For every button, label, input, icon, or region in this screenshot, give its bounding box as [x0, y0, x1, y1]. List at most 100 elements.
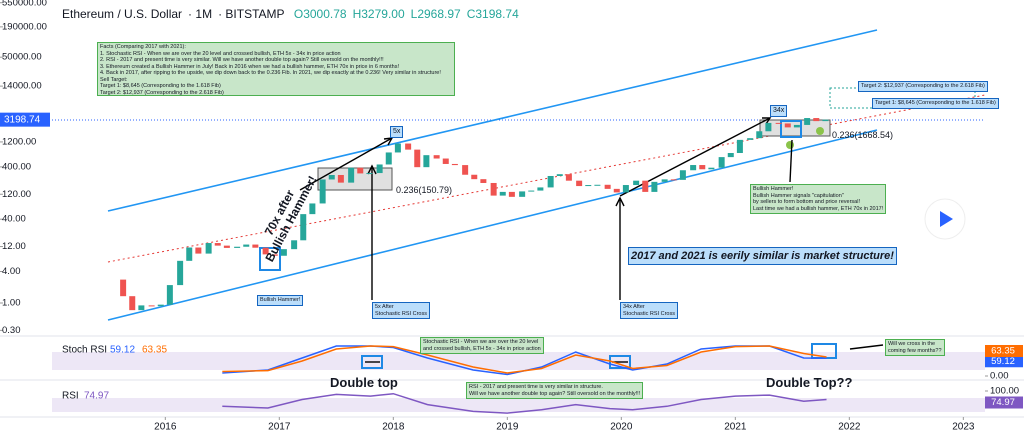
fib-label: 0.236(1668.54)	[832, 130, 894, 140]
channel-upper	[107, 29, 878, 212]
y-tick-label: 400.00	[2, 161, 31, 172]
candle	[775, 122, 782, 124]
note-line: Facts (Comparing 2017 with 2021):	[100, 44, 186, 50]
candle	[462, 165, 469, 175]
indicator-line	[222, 392, 827, 414]
pane-title: Stoch RSI	[62, 345, 107, 356]
cross-note: 5x After Stochastic RSI Cross	[372, 302, 430, 319]
candle	[490, 182, 497, 196]
x-tick-label: 2022	[838, 422, 861, 433]
candle	[366, 173, 373, 175]
note-line: Last time we had a bullish hammer, ETH 7…	[753, 205, 884, 212]
candle	[756, 131, 763, 139]
x-tick-label: 2017	[268, 422, 291, 433]
candle	[471, 174, 478, 180]
double-top: Double top	[330, 375, 398, 390]
dot	[816, 127, 824, 135]
candle	[813, 118, 820, 122]
rsi-note: RSI - 2017 and present time is very simi…	[466, 382, 644, 399]
fib-label: 0.236(150.79)	[396, 185, 453, 195]
y-tick-label: 1200.00	[2, 136, 36, 147]
candle	[328, 174, 335, 180]
y-tick-label: 120.00	[2, 189, 31, 200]
x-tick-label: 2016	[154, 422, 177, 433]
candle	[793, 124, 800, 128]
note-line: 1. Stochastic RSI - When we are over the…	[100, 50, 341, 57]
candle	[252, 244, 259, 248]
candle	[148, 305, 155, 307]
note-line: and crossed bullish, ETH 5x - 34x in pri…	[423, 345, 541, 352]
note-line: Bullish Hammer signals "capitulation"	[753, 192, 844, 199]
fib-zone	[317, 167, 393, 191]
legend-value: 74.97	[84, 391, 109, 402]
double-top: Double Top??	[766, 375, 853, 390]
candle	[784, 123, 791, 128]
candle	[376, 164, 383, 174]
x-tick-label: 2020	[610, 422, 633, 433]
rsi-band	[52, 398, 985, 412]
note-line: Target 2: $12,937 (Corresponding to the …	[100, 89, 224, 96]
x-tick-label: 2018	[382, 422, 405, 433]
candle	[319, 179, 326, 204]
y-tick-label: 0.30	[2, 325, 21, 336]
note-line: RSI - 2017 and present time is very simi…	[469, 384, 603, 390]
y-tick-label: 14000.00	[2, 81, 42, 92]
candle	[271, 254, 278, 256]
candle	[537, 187, 544, 191]
candle	[195, 247, 202, 254]
hammer-marker	[259, 247, 281, 271]
y-tick-label: 190000.00	[2, 21, 47, 32]
x-tick-label: 2023	[952, 422, 975, 433]
legend-value: 63.35	[142, 345, 167, 356]
price-badge	[0, 112, 50, 127]
candle	[822, 119, 829, 122]
note-line: Stochastic RSI Cross	[375, 310, 427, 317]
symbol: Ethereum / U.S. Dollar	[62, 7, 183, 21]
x-tick-label: 2021	[724, 422, 747, 433]
note-line: Stochastic RSI Cross	[623, 310, 675, 317]
candle	[291, 240, 298, 250]
candle	[186, 247, 193, 261]
ohlc: L2968.97	[410, 7, 461, 21]
note-line: Sell Target:	[100, 76, 128, 83]
headline-note: 2017 and 2021 is eerily similar is marke…	[628, 247, 897, 265]
candle	[718, 157, 725, 168]
candle	[357, 167, 364, 174]
price-badge-label: 3198.74	[4, 114, 41, 125]
facts-note: Facts (Comparing 2017 with 2021): 1. Stoc…	[97, 42, 455, 96]
candle	[727, 153, 734, 158]
candle	[708, 167, 715, 170]
y-tick-label: 50000.00	[2, 52, 42, 63]
candle	[528, 190, 535, 192]
note-line: by sellers to form bottom and price reve…	[753, 199, 860, 205]
candle	[280, 249, 287, 256]
candle	[613, 188, 620, 193]
candle	[157, 304, 164, 307]
y-tick-label: 0.00	[990, 371, 1009, 382]
channel-mid	[107, 94, 986, 263]
candle	[670, 179, 677, 181]
candle	[414, 149, 421, 168]
note-line: Target 1: $8,645 (Corresponding to the 1…	[100, 83, 221, 89]
candle	[547, 175, 554, 188]
x-tick-label: 2019	[496, 422, 519, 433]
candle	[177, 260, 184, 286]
y-tick-label: 4.00	[2, 266, 21, 277]
y-tick-label: 12.00	[2, 241, 26, 252]
candle	[214, 243, 221, 246]
candle	[423, 155, 430, 168]
target-note: Target 2: $12,937 (Corresponding to the …	[858, 81, 988, 92]
candle	[565, 174, 572, 181]
value-badge-label: 74.97	[991, 397, 1015, 408]
candle	[243, 244, 250, 247]
ohlc: C3198.74	[466, 7, 519, 21]
interval: 1M	[195, 7, 213, 21]
candle	[120, 279, 127, 297]
candle	[576, 180, 583, 187]
y-tick-label: 40.00	[2, 214, 26, 225]
value-badge	[985, 355, 1023, 368]
legend-value: 59.12	[110, 345, 135, 356]
y-tick-label: 550000.00	[2, 0, 47, 8]
candle	[661, 179, 668, 182]
